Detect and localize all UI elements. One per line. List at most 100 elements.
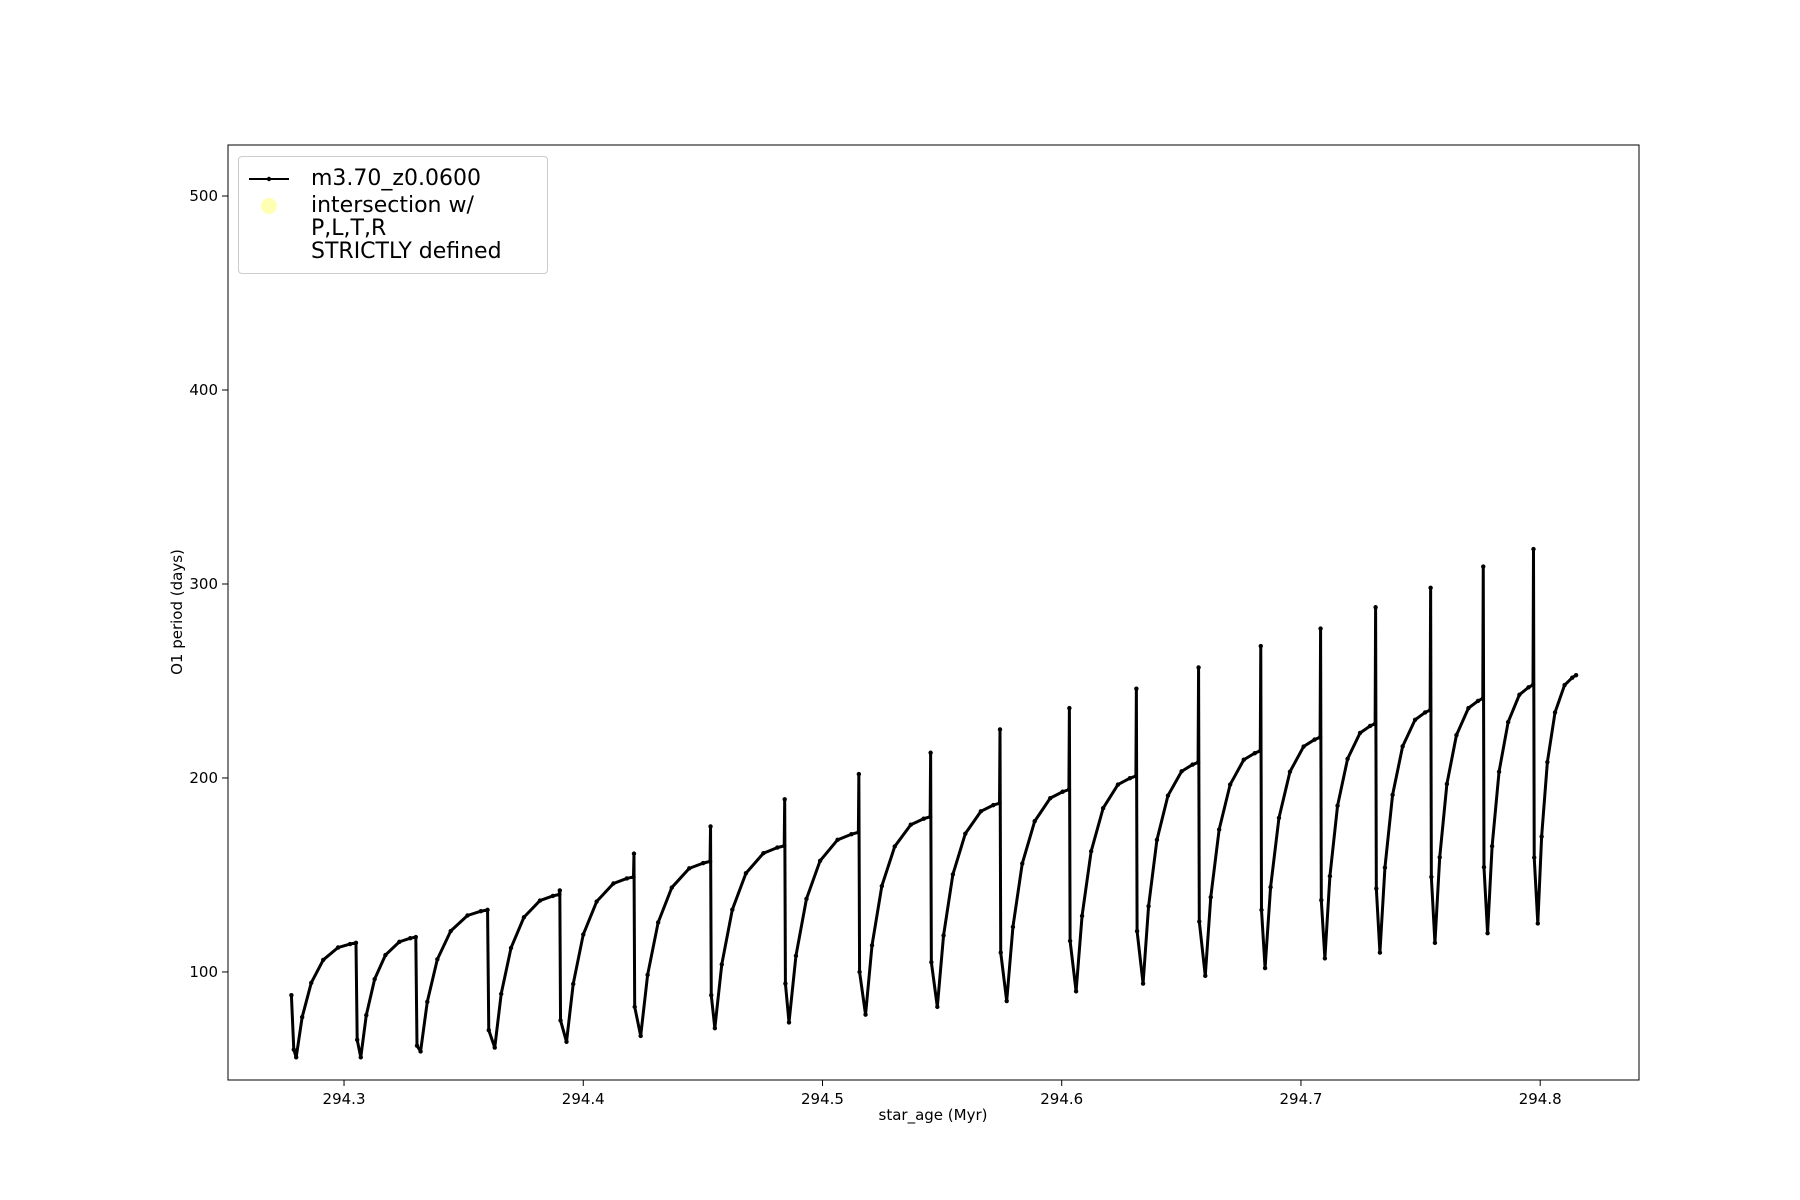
point [786, 1020, 792, 1025]
point [782, 843, 787, 849]
point [856, 771, 862, 777]
point [492, 1045, 497, 1050]
point [611, 881, 616, 886]
point [1475, 698, 1481, 704]
point [849, 832, 854, 837]
point [1429, 874, 1434, 880]
point [928, 750, 933, 755]
point [1004, 998, 1009, 1004]
point [655, 920, 661, 925]
point [1317, 735, 1323, 740]
point [1496, 769, 1502, 774]
point [335, 945, 341, 950]
point [632, 1004, 637, 1010]
point [1146, 903, 1151, 909]
point [1073, 989, 1079, 994]
point [669, 885, 674, 890]
point [1382, 865, 1388, 870]
point [941, 933, 946, 938]
point [1481, 564, 1486, 569]
point [1539, 834, 1544, 839]
point [353, 940, 359, 946]
point [783, 981, 788, 986]
point [817, 858, 823, 863]
y-tick-label: 200 [189, 769, 218, 787]
point [299, 1014, 305, 1020]
point [978, 809, 984, 814]
point [687, 866, 692, 871]
point [448, 928, 453, 934]
point [408, 935, 413, 941]
point [1134, 686, 1139, 691]
legend-swatch [261, 198, 277, 214]
x-tick-label: 294.3 [323, 1090, 366, 1108]
point [1373, 605, 1378, 610]
point [1287, 769, 1293, 774]
point [1322, 956, 1328, 961]
point [435, 957, 440, 962]
y-axis-label: O1 period (days) [168, 549, 186, 675]
point [804, 896, 809, 902]
point [1400, 744, 1405, 749]
point [1545, 759, 1550, 765]
series-line [289, 547, 1577, 1059]
point [1196, 665, 1201, 670]
point [927, 814, 933, 819]
point [1154, 837, 1160, 843]
point [550, 893, 556, 899]
point [1262, 965, 1268, 971]
point [1532, 855, 1537, 860]
point [1048, 795, 1053, 801]
point [991, 802, 996, 808]
point [1480, 696, 1485, 701]
point [997, 727, 1003, 732]
point [1552, 710, 1558, 715]
point [354, 1037, 360, 1043]
point [1481, 865, 1487, 870]
point [857, 969, 862, 975]
point [1066, 787, 1072, 792]
point [935, 1004, 940, 1010]
point [793, 953, 799, 959]
point [1374, 886, 1379, 891]
point [1020, 861, 1025, 866]
point [1530, 682, 1536, 688]
point [1134, 929, 1140, 934]
point [309, 980, 314, 986]
point [557, 892, 562, 897]
point [761, 851, 766, 856]
point [1345, 756, 1350, 761]
point [950, 872, 956, 877]
point [1466, 705, 1471, 711]
point [782, 797, 787, 802]
point [1010, 924, 1016, 930]
point [486, 1027, 491, 1033]
point [321, 957, 326, 963]
point [564, 1039, 569, 1044]
plot-frame [227, 144, 1640, 1081]
point [1526, 685, 1531, 690]
x-axis-label: star_age (Myr) [879, 1106, 988, 1125]
point [521, 915, 527, 920]
point [1079, 913, 1085, 919]
point [1301, 744, 1306, 749]
point [863, 1012, 868, 1017]
point [1258, 643, 1263, 649]
point [708, 824, 713, 829]
y-tick-label: 500 [189, 187, 218, 205]
point [1216, 827, 1222, 832]
x-tick-label: 294.5 [801, 1090, 844, 1108]
point [1165, 793, 1171, 798]
point [998, 950, 1003, 955]
point [719, 962, 724, 967]
y-tick-label: 400 [189, 381, 218, 399]
point [707, 859, 713, 864]
point [425, 999, 430, 1005]
point [289, 993, 294, 998]
legend-marker [261, 198, 277, 214]
point [1444, 781, 1450, 787]
point [1088, 849, 1094, 854]
point [1335, 803, 1340, 808]
x-tick-label: 294.8 [1519, 1090, 1562, 1108]
